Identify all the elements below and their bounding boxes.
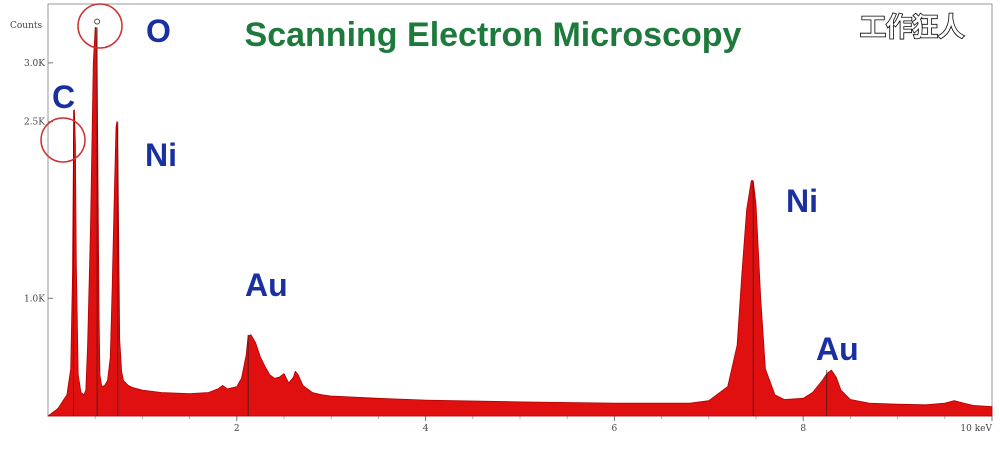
chart-title: Scanning Electron Microscopy xyxy=(245,16,742,54)
label-nickel-left: Ni xyxy=(145,137,177,173)
x-tick-label: 10 keV xyxy=(960,424,992,434)
x-tick-label: 6 xyxy=(612,424,618,434)
y-tick-label: 3.0K xyxy=(24,59,45,69)
spectrum-series xyxy=(47,27,993,417)
carbon-peak-circle xyxy=(40,117,86,163)
label-nickel-right: Ni xyxy=(786,183,818,219)
y-unit-label: Counts xyxy=(10,21,43,31)
x-tick-label: 2 xyxy=(234,424,240,434)
y-tick-label: 1.0K xyxy=(24,294,45,304)
label-gold-right: Au xyxy=(816,331,859,367)
oxygen-peak-circle xyxy=(77,3,123,49)
peak-marks xyxy=(73,18,828,416)
label-oxygen: O xyxy=(146,13,171,49)
label-gold-left: Au xyxy=(245,267,288,303)
y-tick-label: 2.5K xyxy=(24,118,45,128)
label-carbon: C xyxy=(52,79,75,115)
oxygen-peak-symbol xyxy=(94,18,100,25)
watermark: 工作狂人 xyxy=(860,13,964,43)
x-tick-label: 4 xyxy=(423,424,429,434)
axis-ticks: 2 4 6 8 10 keV 1.0K 2.5K 3.0K Counts xyxy=(10,21,993,434)
spectrum-area xyxy=(47,27,993,417)
x-tick-label: 8 xyxy=(800,424,806,434)
